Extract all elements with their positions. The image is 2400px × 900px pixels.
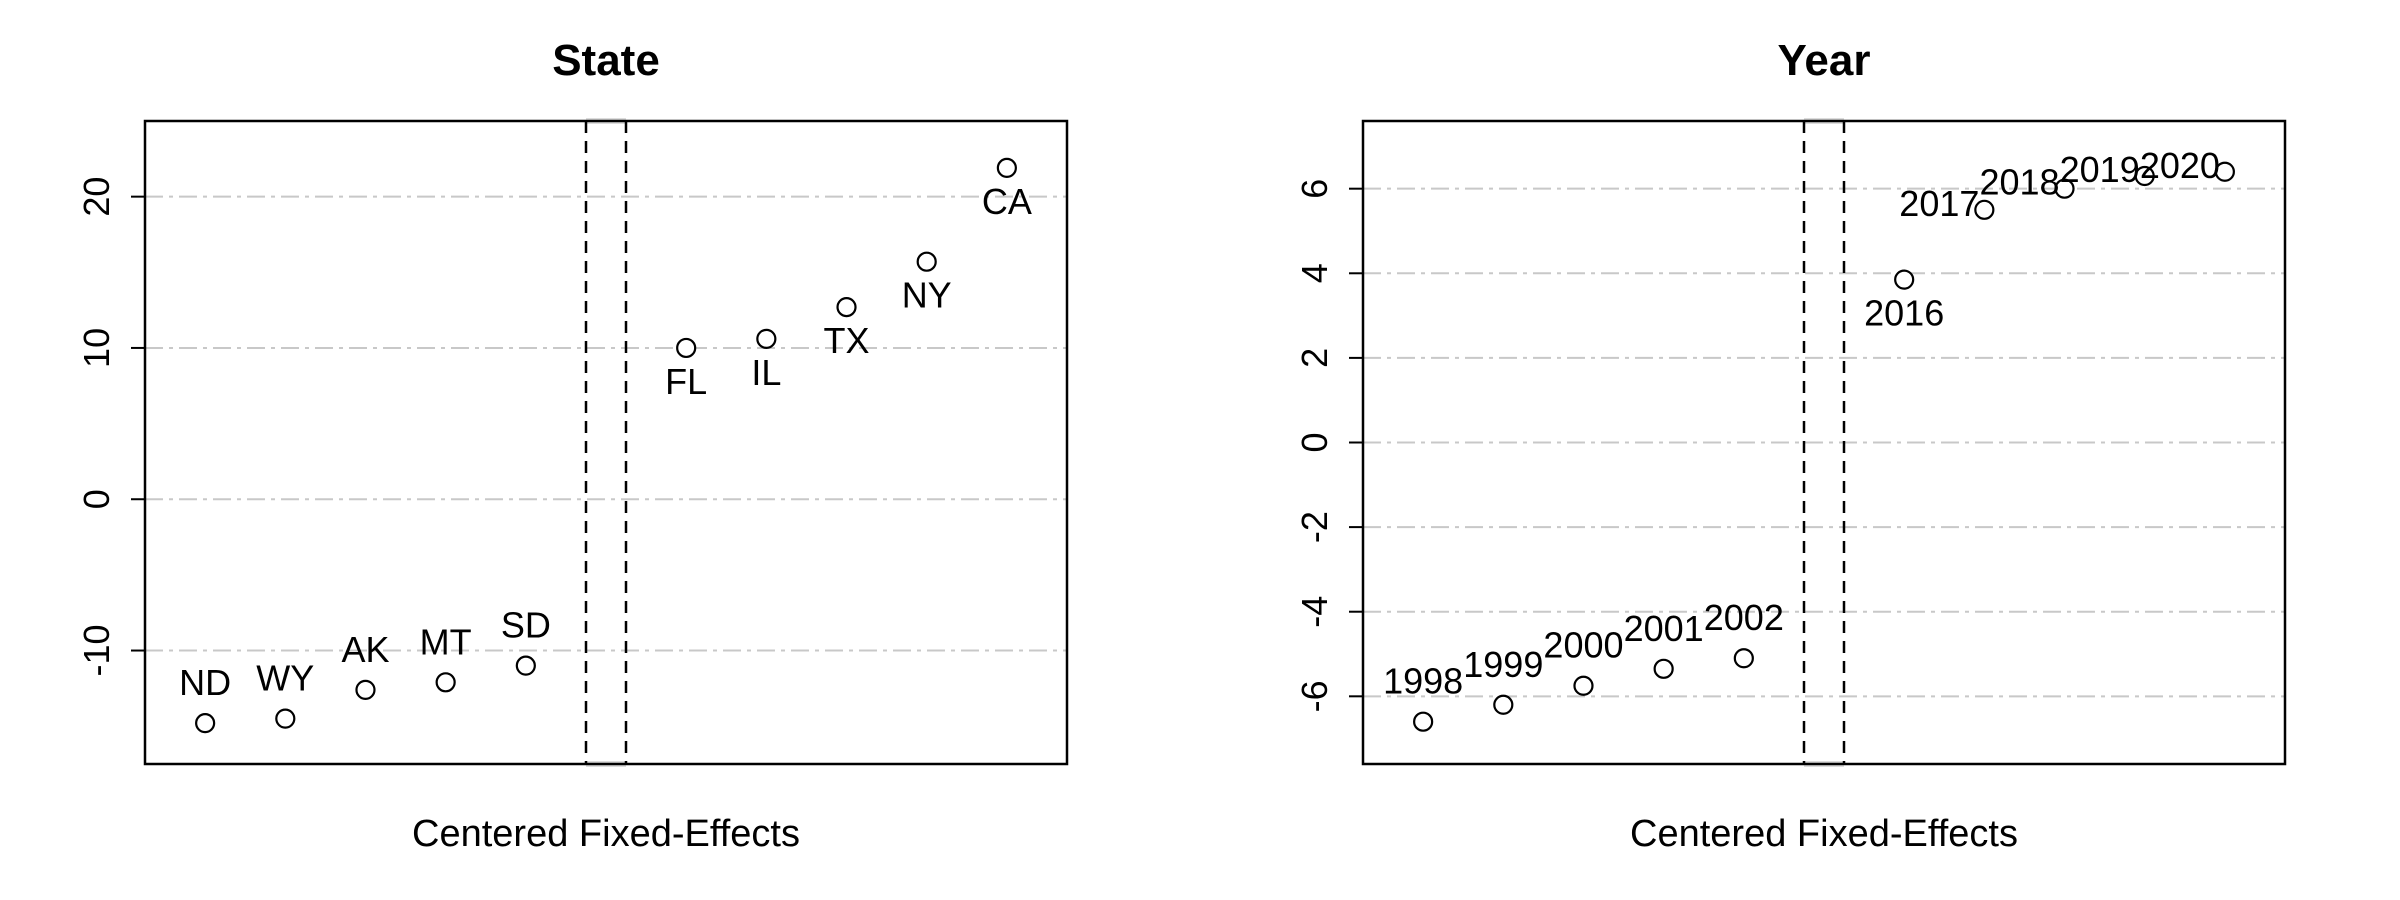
x-axis-label: Centered Fixed-Effects — [412, 813, 800, 855]
data-point — [1573, 675, 1594, 696]
point-label: 2020 — [2140, 145, 2220, 186]
y-tick-label: 20 — [76, 177, 117, 217]
y-tick-label: -10 — [76, 625, 117, 677]
data-point — [435, 672, 456, 693]
data-point — [1493, 694, 1514, 715]
point-label: TX — [824, 320, 870, 361]
point-label: 2017 — [1899, 183, 1979, 224]
point-label: 2018 — [1979, 162, 2059, 203]
data-point — [1974, 199, 1995, 220]
panel-title: Year — [1778, 36, 1871, 85]
panel-title: State — [552, 36, 660, 85]
y-tick-label: -6 — [1294, 680, 1335, 712]
data-point — [1733, 648, 1754, 669]
point-label: ND — [179, 662, 231, 703]
point-label: AK — [341, 629, 389, 670]
y-tick-label: -4 — [1294, 596, 1335, 628]
point-label: 2001 — [1624, 608, 1704, 649]
point-label: 2019 — [2060, 149, 2140, 190]
y-tick-label: 4 — [1294, 263, 1335, 283]
data-point — [2054, 178, 2075, 199]
data-point — [355, 679, 376, 700]
point-label: CA — [982, 181, 1032, 222]
point-label: SD — [501, 605, 551, 646]
point-label: 2000 — [1543, 625, 1623, 666]
y-tick-label: 0 — [76, 489, 117, 509]
data-point — [515, 655, 536, 676]
data-point — [676, 337, 697, 359]
point-label: NY — [902, 275, 952, 316]
data-point — [996, 157, 1017, 179]
y-tick-label: 0 — [1294, 432, 1335, 452]
point-label: WY — [256, 658, 314, 699]
data-point — [1894, 269, 1915, 290]
data-point — [2134, 165, 2155, 187]
point-label: 2016 — [1864, 293, 1944, 334]
data-point — [916, 251, 937, 272]
point-label: MT — [420, 621, 472, 662]
y-tick-label: 2 — [1294, 348, 1335, 368]
point-label: IL — [751, 352, 781, 393]
y-tick-label: 10 — [76, 328, 117, 368]
point-label: 1998 — [1383, 661, 1463, 702]
plot-frame — [143, 119, 1069, 766]
data-point — [275, 708, 296, 729]
point-label: 1999 — [1463, 644, 1543, 685]
data-point — [195, 713, 216, 734]
data-point — [756, 328, 777, 349]
data-point — [836, 296, 857, 318]
y-tick-label: 6 — [1294, 179, 1335, 199]
point-label: FL — [665, 361, 707, 402]
data-point — [2214, 161, 2235, 182]
data-point — [1413, 711, 1434, 732]
x-axis-label: Centered Fixed-Effects — [1630, 813, 2018, 855]
y-tick-label: -2 — [1294, 511, 1335, 543]
data-point — [1653, 658, 1674, 679]
point-label: 2002 — [1704, 597, 1784, 638]
state-panel: -10 0 10 20 ND WY AK MT SD FL IL TX NY CA State Centere… — [76, 36, 1069, 855]
